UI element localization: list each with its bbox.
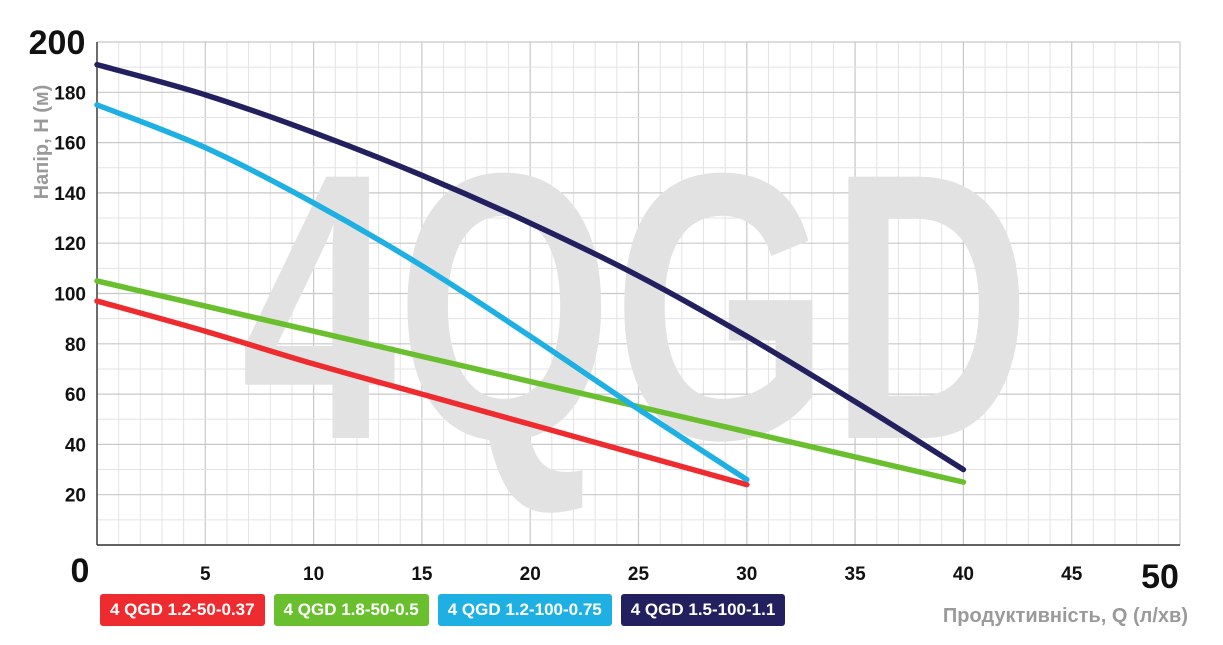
x-tick-label: 15: [411, 564, 433, 585]
x-tick-label: 5: [200, 564, 211, 585]
y-tick-label: 200: [29, 24, 86, 62]
legend-item-3: 4 QGD 1.2-100-0.75: [437, 594, 612, 626]
y-tick-label: 180: [54, 83, 86, 104]
series-line-1: [94, 298, 750, 488]
x-tick-label: 45: [1061, 564, 1083, 585]
x-tick-label: 35: [845, 564, 867, 585]
legend: 4 QGD 1.2-50-0.37 4 QGD 1.8-50-0.5 4 QGD 1…: [100, 594, 786, 626]
x-tick-label: 40: [953, 564, 974, 585]
y-axis-label: Напір, H (м): [31, 85, 53, 200]
legend-item-1: 4 QGD 1.2-50-0.37: [100, 594, 265, 626]
series-group: [94, 61, 967, 488]
series-line-3: [94, 102, 750, 483]
y-tick-label: 80: [65, 335, 86, 356]
x-axis-label: Продуктивність, Q (л/хв): [943, 605, 1188, 627]
x-tick-label: 25: [628, 564, 650, 585]
y-tick-label: 160: [54, 134, 86, 155]
legend-item-2: 4 QGD 1.8-50-0.5: [273, 594, 429, 626]
y-tick-label: 140: [54, 184, 86, 205]
y-tick-label: 60: [65, 385, 86, 406]
tick-labels: 5 10 15 20 25 30 35 40 45 50 0 20 40 60 80 100 120 140 160…: [29, 24, 1179, 596]
legend-item-4: 4 QGD 1.5-100-1.1: [620, 594, 786, 626]
y-tick-label: 40: [65, 435, 86, 456]
y-tick-label: 120: [54, 234, 86, 255]
chart-grid: [96, 41, 1181, 546]
y-tick-label: 0: [71, 552, 90, 590]
x-tick-label: 30: [736, 564, 757, 585]
y-tick-label: 20: [65, 486, 86, 507]
x-tick-label: 50: [1141, 558, 1179, 596]
x-tick-label: 20: [520, 564, 541, 585]
watermark-text: 4QGD: [241, 94, 1031, 519]
x-tick-label: 10: [303, 564, 324, 585]
y-tick-label: 100: [54, 285, 86, 306]
series-line-4: [94, 61, 967, 473]
series-line-2: [94, 278, 967, 485]
